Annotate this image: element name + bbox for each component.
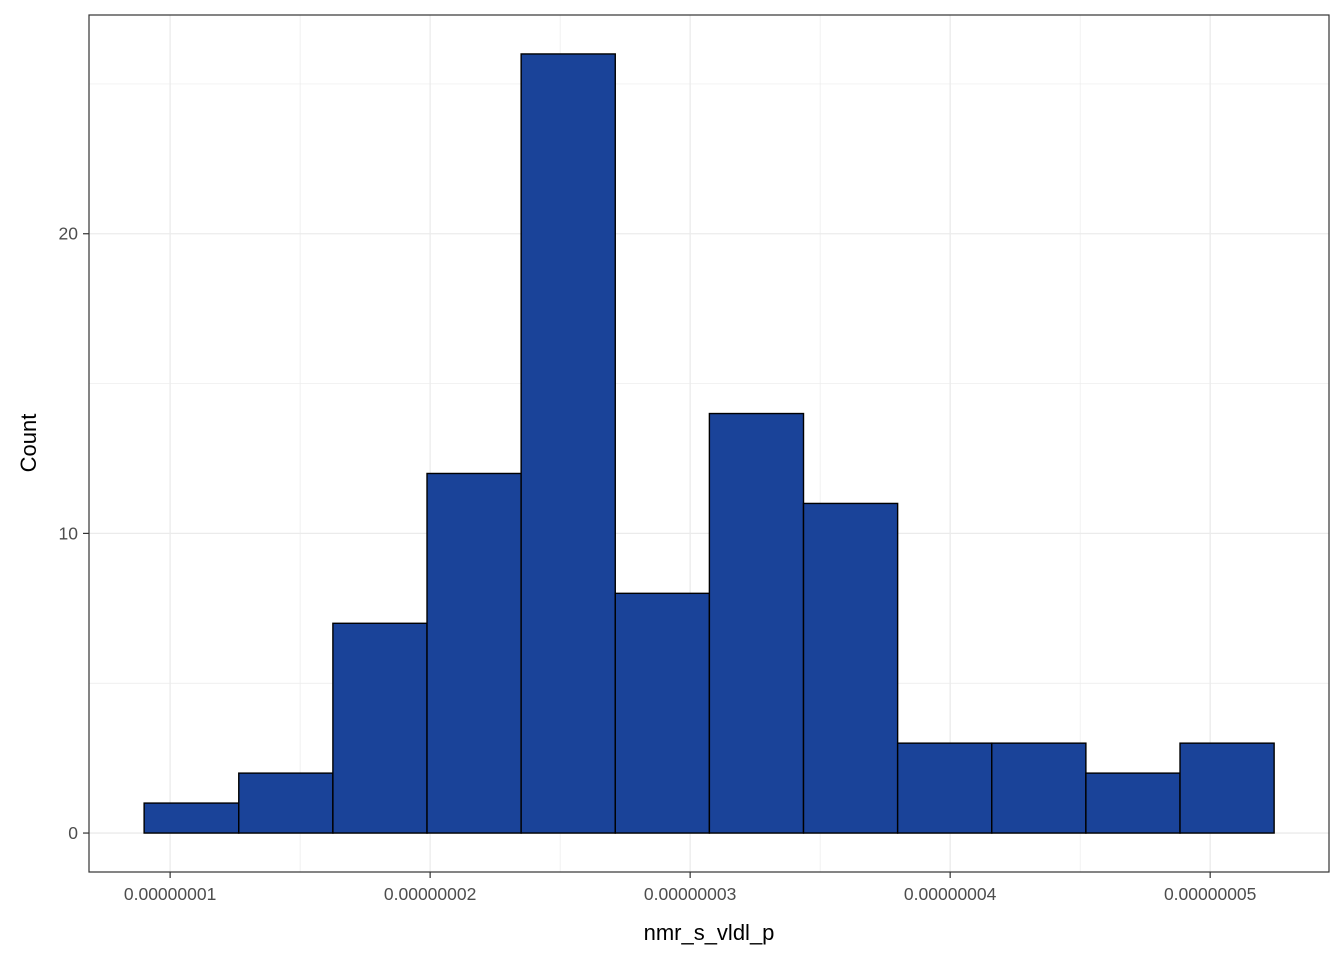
y-tick-label: 10 [59, 523, 79, 543]
histogram-bar [520, 53, 616, 834]
histogram-bar [426, 472, 522, 834]
histogram-bar [238, 772, 334, 834]
histogram-bar [1179, 742, 1275, 834]
y-tick-label: 0 [68, 823, 78, 843]
histogram-bar [332, 622, 428, 834]
histogram-bars [143, 53, 1275, 834]
x-tick-label: 0.00000003 [644, 884, 736, 904]
histogram-bar [991, 742, 1087, 834]
x-tick-label: 0.00000002 [384, 884, 476, 904]
histogram-bar [802, 502, 899, 834]
plot-panel-border [88, 14, 1330, 873]
y-axis-title: Count [16, 414, 41, 473]
histogram-bar [896, 742, 993, 834]
x-tick-label: 0.00000001 [124, 884, 216, 904]
axis-ticks: 0.00000001 0.00000002 0.00000003 0.00000004… [59, 224, 1257, 904]
histogram-bar [143, 802, 240, 834]
y-tick-label: 20 [59, 224, 79, 244]
x-axis-title: nmr_s_vldl_p [644, 920, 775, 945]
histogram-bar [708, 412, 805, 834]
histogram-bar [1085, 772, 1181, 834]
x-tick-label: 0.00000005 [1164, 884, 1256, 904]
x-tick-label: 0.00000004 [904, 884, 997, 904]
histogram-bar [614, 592, 711, 834]
